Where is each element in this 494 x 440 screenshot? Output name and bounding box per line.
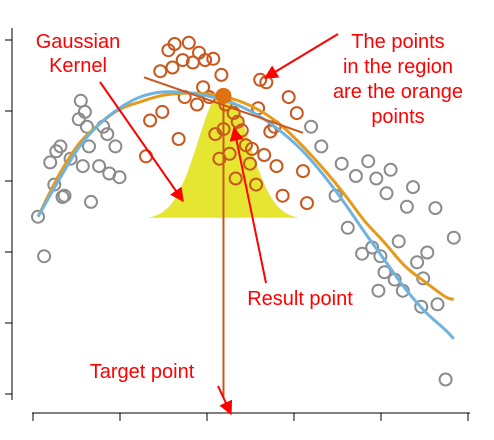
orange-point bbox=[228, 171, 243, 186]
gray-point bbox=[348, 169, 363, 183]
orange-point bbox=[245, 141, 259, 156]
orange-point bbox=[300, 196, 314, 211]
orange-point bbox=[165, 60, 180, 75]
orange-point bbox=[289, 106, 304, 121]
x-axis-ticks bbox=[32, 413, 469, 421]
orange-point bbox=[153, 64, 168, 79]
gray-point bbox=[304, 119, 319, 134]
orange-point bbox=[167, 37, 182, 51]
orange-point bbox=[249, 177, 264, 192]
gray-point bbox=[340, 220, 355, 235]
gaussian-kernel-label-line1: Gaussian bbox=[36, 31, 121, 53]
gray-point bbox=[79, 119, 94, 134]
result-point-marker bbox=[215, 87, 232, 104]
gray-point bbox=[112, 170, 127, 185]
gray-point bbox=[416, 271, 431, 286]
result-point-label: Result point bbox=[247, 288, 353, 310]
orange-point bbox=[269, 159, 284, 174]
gray-point bbox=[314, 139, 329, 154]
gray-point bbox=[57, 188, 72, 203]
gray-point bbox=[63, 151, 78, 166]
gray-point bbox=[399, 199, 414, 214]
target-point-arrow bbox=[217, 385, 233, 416]
gray-point bbox=[377, 265, 392, 280]
orange-point bbox=[253, 72, 268, 87]
region-arrow bbox=[263, 33, 339, 79]
orange-point bbox=[243, 156, 257, 171]
orange-point bbox=[296, 164, 310, 179]
gray-point bbox=[92, 159, 107, 174]
gray-point bbox=[373, 249, 388, 264]
gray-point bbox=[77, 104, 92, 119]
region-label-line1: The points bbox=[351, 31, 444, 53]
gaussian-kernel-arrow bbox=[99, 81, 184, 203]
orange-point bbox=[198, 53, 213, 68]
orange-point bbox=[257, 148, 272, 162]
gray-point bbox=[410, 255, 425, 270]
gray-point bbox=[383, 162, 398, 177]
orange-point bbox=[171, 132, 186, 146]
orange-point bbox=[206, 51, 221, 66]
gray-point bbox=[108, 139, 123, 154]
gray-point bbox=[355, 246, 370, 261]
gray-point bbox=[414, 299, 429, 314]
y-axis-ticks bbox=[5, 39, 12, 395]
gray-point bbox=[43, 155, 58, 170]
orange-point bbox=[181, 35, 196, 50]
gray-point bbox=[371, 283, 386, 298]
orange-point bbox=[226, 106, 241, 121]
blue-true-curve bbox=[36, 90, 455, 340]
orange-point bbox=[139, 149, 153, 164]
gray-point bbox=[391, 234, 406, 249]
gray-point bbox=[53, 139, 68, 154]
orange-point bbox=[190, 97, 204, 112]
target-point-label: Target point bbox=[90, 361, 195, 383]
gray-point bbox=[37, 249, 52, 264]
gray-point bbox=[369, 171, 384, 186]
orange-point bbox=[281, 90, 296, 105]
orange-point bbox=[214, 67, 229, 82]
orange-point bbox=[175, 53, 190, 68]
gray-point bbox=[31, 209, 45, 224]
orange-point bbox=[155, 104, 170, 119]
gray-point bbox=[430, 297, 445, 312]
gray-point bbox=[100, 127, 115, 142]
orange-point bbox=[275, 188, 290, 203]
gray-point bbox=[446, 230, 461, 245]
gray-point bbox=[75, 159, 90, 174]
gray-point bbox=[428, 201, 443, 216]
gray-point bbox=[406, 180, 420, 195]
gray-point bbox=[438, 372, 453, 387]
orange-point bbox=[143, 113, 158, 128]
result-point-arrow bbox=[229, 126, 267, 284]
gray-point bbox=[361, 154, 376, 169]
gray-point bbox=[379, 186, 394, 201]
gray-point bbox=[82, 139, 96, 154]
region-label-line4: points bbox=[371, 106, 424, 128]
gray-point bbox=[420, 245, 435, 260]
region-label-line2: in the region bbox=[343, 56, 453, 78]
gray-point bbox=[334, 156, 349, 171]
gray-point bbox=[84, 194, 98, 209]
gaussian-kernel-label-line2: Kernel bbox=[49, 55, 107, 77]
region-label-line3: are the orange bbox=[333, 81, 463, 103]
